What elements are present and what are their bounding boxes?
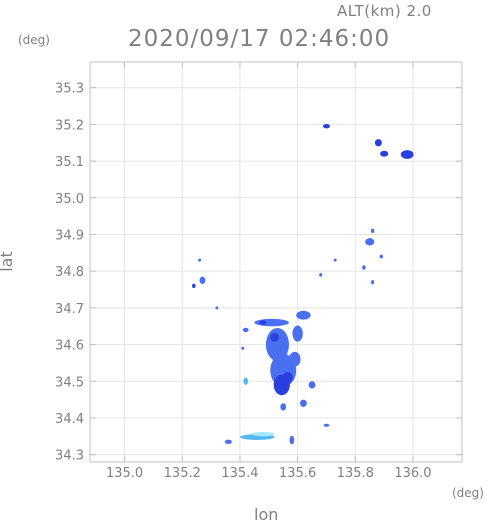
- echo-cell: [270, 332, 279, 342]
- echo-cell: [254, 318, 289, 327]
- axis-ticks: 135.0 135.2 135.4 135.6 135.8 136.0 34.3 34.4 34…: [55, 62, 462, 481]
- echo-cell: [242, 327, 249, 333]
- x-tick-label: 136.0: [394, 466, 431, 481]
- chart-title-timestamp: 2020/09/17 02:46:00: [128, 26, 391, 52]
- echo-cell: [380, 150, 389, 157]
- echo-cell: [259, 320, 267, 325]
- echo-cell: [371, 279, 375, 285]
- echo-cell: [323, 423, 330, 427]
- echo-cell: [198, 258, 202, 262]
- x-axis-unit: (deg): [452, 486, 484, 500]
- x-tick-label: 135.2: [164, 466, 201, 481]
- echo-cell: [296, 310, 311, 320]
- y-tick-label: 34.5: [55, 375, 84, 390]
- echo-cell: [241, 346, 245, 350]
- y-axis-unit: (deg): [18, 33, 50, 47]
- echo-cell: [400, 150, 414, 159]
- y-tick-label: 34.9: [55, 228, 84, 243]
- y-tick-label: 35.1: [55, 155, 84, 170]
- y-tick-label: 34.3: [55, 449, 84, 464]
- echo-cell: [319, 273, 323, 277]
- x-axis-label: lon: [254, 505, 279, 524]
- x-tick-label: 135.8: [337, 466, 374, 481]
- plot-frame: [89, 61, 463, 463]
- y-tick-label: 34.7: [55, 302, 84, 317]
- x-tick-label: 135.4: [221, 466, 258, 481]
- echo-cell: [288, 351, 301, 367]
- echo-cell: [192, 283, 196, 289]
- echo-cell: [299, 399, 307, 407]
- echo-cell: [289, 435, 295, 445]
- y-tick-label: 34.8: [55, 265, 84, 280]
- echo-cell: [199, 276, 206, 285]
- grid-lines: [90, 62, 462, 462]
- y-tick-label: 34.6: [55, 339, 84, 354]
- y-tick-label: 34.4: [55, 412, 84, 427]
- echo-cell: [362, 265, 366, 270]
- y-tick-label: 35.2: [55, 118, 84, 133]
- echo-cell: [282, 372, 293, 384]
- echo-cell: [251, 431, 275, 437]
- echo-cell: [243, 377, 249, 385]
- echo-cell: [280, 403, 287, 411]
- y-tick-label: 35.3: [55, 82, 84, 97]
- echo-cell: [365, 238, 375, 246]
- echo-cell: [292, 325, 303, 342]
- precipitation-echoes: [192, 124, 414, 445]
- echo-cell: [333, 258, 337, 262]
- x-tick-label: 135.6: [279, 466, 316, 481]
- altitude-label: ALT(km) 2.0: [337, 2, 432, 20]
- y-tick-label: 35.0: [55, 192, 84, 207]
- echo-cell: [323, 124, 330, 129]
- echo-cell: [308, 381, 316, 389]
- echo-cell: [370, 228, 375, 234]
- echo-cell: [215, 306, 219, 310]
- echo-cell: [374, 139, 382, 147]
- x-tick-label: 135.0: [106, 466, 143, 481]
- echo-cell: [379, 254, 383, 259]
- echo-cell: [224, 439, 232, 445]
